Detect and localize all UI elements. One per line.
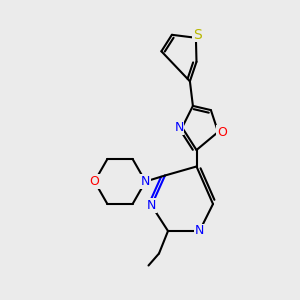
Text: N: N <box>195 224 204 238</box>
Text: N: N <box>141 175 150 188</box>
Text: S: S <box>193 28 202 42</box>
Text: O: O <box>90 175 99 188</box>
Text: N: N <box>147 199 156 212</box>
Text: N: N <box>174 121 184 134</box>
Text: O: O <box>217 125 226 139</box>
